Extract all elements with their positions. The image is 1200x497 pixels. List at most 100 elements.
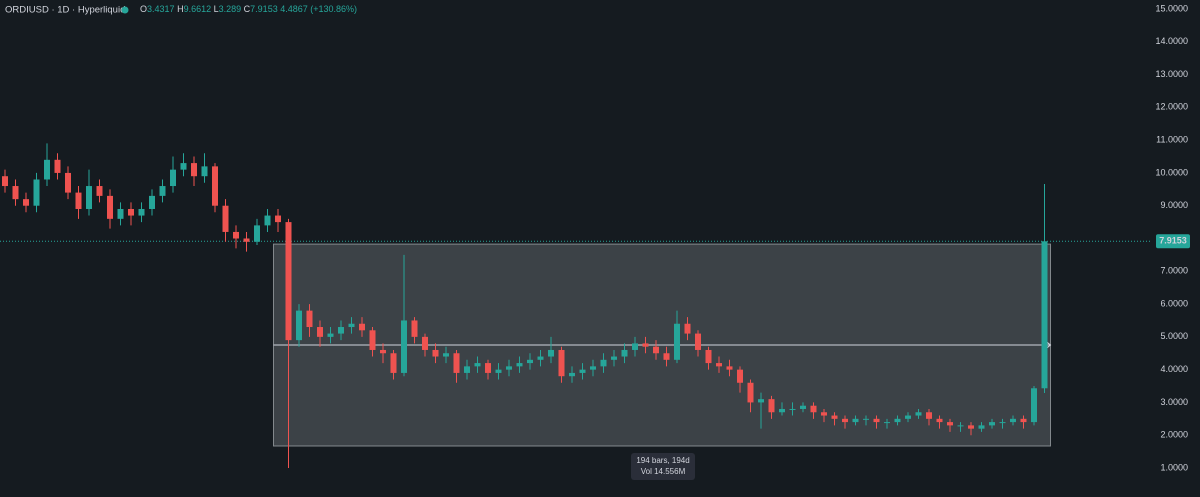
candle-body — [978, 425, 985, 429]
candle-body — [170, 169, 176, 187]
y-tick-label: 13.0000 — [1155, 69, 1188, 79]
candle-body — [2, 176, 8, 187]
candle-body — [212, 166, 218, 206]
candle-body — [159, 186, 166, 196]
candle-body — [296, 310, 302, 341]
candle-body — [936, 418, 943, 423]
candle-body — [569, 372, 575, 377]
candle-body — [905, 415, 911, 419]
candle-body — [716, 363, 722, 367]
y-tick-label: 14.0000 — [1155, 36, 1188, 46]
candle-body — [338, 327, 344, 334]
candle-body — [915, 412, 922, 416]
candle-body — [359, 323, 365, 331]
y-tick-label: 12.0000 — [1155, 102, 1188, 112]
candle-body — [999, 422, 1006, 424]
measure-tooltip — [631, 453, 695, 480]
candle-body — [191, 163, 197, 177]
candle-body — [317, 327, 323, 337]
candle-body — [86, 186, 92, 209]
candle-body — [65, 172, 71, 193]
candle-body — [632, 343, 638, 350]
y-tick-label: 7.0000 — [1160, 266, 1188, 276]
candle-body — [201, 166, 208, 177]
symbol-title: ORDIUSD · 1D · Hyperliquid — [5, 5, 125, 16]
y-tick-label: 15.0000 — [1155, 3, 1188, 13]
candle-body — [453, 353, 460, 373]
candle-body — [653, 346, 659, 354]
candle-body — [621, 349, 628, 357]
candle-body — [506, 366, 512, 370]
y-tick-label: 2.0000 — [1160, 430, 1188, 440]
candle-body — [989, 422, 995, 426]
measure-volume: Vol 14.556M — [641, 467, 686, 476]
candle-body — [926, 412, 932, 419]
y-tick-label: 10.0000 — [1155, 167, 1188, 177]
candle-body — [737, 369, 743, 383]
candle-body — [243, 238, 250, 242]
low-value: 3.289 — [219, 4, 242, 14]
candle-body — [75, 192, 82, 209]
candle-body — [726, 366, 733, 370]
candle-body — [548, 349, 554, 357]
candle-body — [380, 349, 386, 354]
candle-body — [369, 330, 376, 350]
candle-body — [705, 349, 712, 364]
y-tick-label: 11.0000 — [1156, 135, 1188, 145]
candle-body — [600, 359, 607, 367]
candle-body — [44, 159, 50, 180]
candle-body — [516, 363, 523, 367]
candle-body — [758, 399, 764, 403]
candle-body — [128, 208, 134, 216]
y-tick-label: 4.0000 — [1160, 364, 1188, 374]
ohlc-legend: O3.4317 H9.6612 L3.289 C7.9153 4.4867 (+… — [140, 4, 357, 14]
candle-body — [222, 205, 229, 232]
candle-body — [852, 418, 859, 423]
candle-body — [485, 363, 491, 373]
candle-body — [275, 215, 281, 223]
candle-body — [537, 356, 544, 360]
candle-body — [779, 408, 785, 413]
candle-body — [495, 369, 502, 373]
candle-body — [464, 366, 470, 373]
candle-body — [474, 363, 481, 367]
candle-body — [233, 231, 239, 239]
candle-body — [558, 349, 565, 377]
last-price-label: 7.9153 — [1159, 236, 1187, 246]
measure-bars: 194 bars, 194d — [636, 456, 689, 465]
candle-body — [894, 418, 901, 423]
last-price-tag — [1156, 234, 1190, 249]
candle-body — [443, 353, 449, 357]
candle-body — [1020, 418, 1027, 423]
candle-body — [23, 199, 29, 206]
candle-body — [821, 412, 827, 416]
candle-body — [968, 425, 974, 429]
candle-body — [789, 408, 796, 410]
candle-body — [12, 186, 19, 200]
y-tick-label: 1.0000 — [1160, 462, 1188, 472]
candle-body — [810, 405, 817, 413]
change-value: 4.4867 — [280, 4, 308, 14]
open-label: O — [140, 4, 147, 14]
candle-body — [863, 418, 869, 420]
candle-body — [873, 418, 880, 423]
candle-body — [527, 359, 533, 364]
candle-body — [695, 333, 701, 350]
candle-body — [117, 208, 124, 219]
candle-body — [674, 323, 680, 360]
candle-body — [96, 186, 103, 196]
y-tick-label: 6.0000 — [1160, 298, 1188, 308]
high-label: H — [177, 4, 184, 14]
candle-body — [1041, 241, 1048, 389]
candle-body — [390, 353, 397, 373]
candle-body — [54, 159, 61, 173]
candle-body — [149, 195, 155, 209]
y-tick-label: 5.0000 — [1160, 331, 1188, 341]
y-tick-label: 9.0000 — [1160, 200, 1188, 210]
candle-body — [747, 382, 754, 403]
candle-body — [831, 415, 838, 419]
candle-body — [800, 405, 806, 409]
candle-body — [33, 179, 40, 206]
